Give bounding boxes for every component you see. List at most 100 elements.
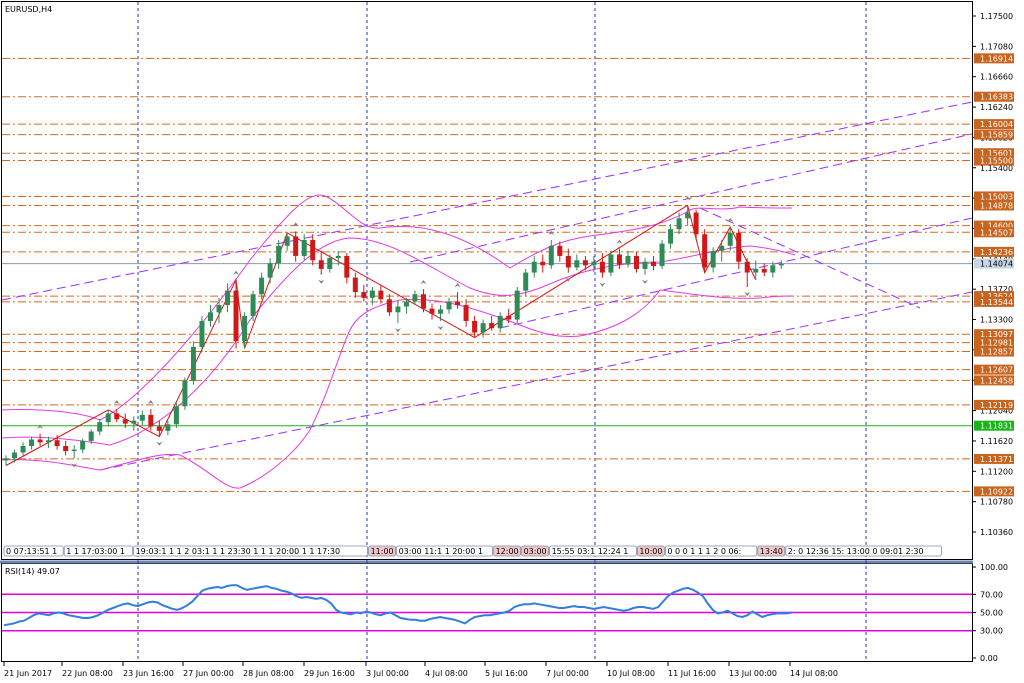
price-label-box: 1.12607 — [974, 364, 1014, 375]
fractal-down-arrow — [642, 279, 648, 284]
candle-body — [131, 420, 137, 424]
candle-body — [37, 439, 43, 443]
price-label-box: 1.15859 — [974, 129, 1014, 140]
price-label-text: 1.14878 — [980, 201, 1013, 210]
price-label-text: 1.14507 — [980, 228, 1013, 237]
trend-channel-lines[interactable] — [1, 101, 973, 471]
candle-body — [633, 255, 639, 269]
time-strip-tag — [665, 545, 758, 557]
candle-body — [693, 212, 699, 235]
price-label-text: 1.13544 — [980, 298, 1013, 307]
price-tick-label: 1.17080 — [980, 42, 1013, 51]
candle-body — [651, 261, 657, 267]
candle-body — [582, 260, 588, 266]
price-tick-label: 1.12040 — [980, 407, 1013, 416]
price-label-box: 1.14236 — [974, 246, 1014, 257]
candle-body — [472, 320, 478, 333]
candle-body — [318, 260, 324, 269]
candle-body — [403, 301, 409, 307]
horizontal-levels[interactable] — [2, 57, 972, 492]
candle-body — [12, 452, 18, 459]
price-label-background — [974, 420, 1014, 431]
price-label-box: 1.13097 — [974, 329, 1014, 340]
bollinger-bands — [1, 194, 796, 489]
candle-body — [744, 261, 750, 273]
fractal-down-arrow — [437, 325, 444, 330]
candle-body — [574, 260, 580, 268]
price-label-background — [974, 291, 1014, 302]
time-tick-label: 4 Jul 08:00 — [425, 669, 468, 678]
price-tick-label: 1.16240 — [980, 103, 1013, 112]
rsi-tick-label: 70.00 — [980, 590, 1003, 599]
candle-body — [80, 440, 86, 450]
candle-body — [250, 294, 256, 316]
candle-body — [463, 305, 469, 321]
price-label-background — [974, 246, 1014, 257]
channel-line[interactable] — [99, 291, 973, 471]
fractal-up-arrow — [454, 283, 461, 288]
fractal-up-arrow — [113, 400, 120, 405]
candle-body — [301, 240, 307, 256]
price-label-box: 1.15003 — [974, 191, 1014, 202]
price-label-background — [974, 337, 1014, 348]
channel-line[interactable] — [1, 101, 973, 301]
price-label-text: 1.14236 — [980, 248, 1013, 257]
time-tick-label: 29 Jun 16:00 — [304, 669, 355, 678]
price-label-text: 1.13624 — [980, 292, 1013, 301]
candle-body — [557, 245, 563, 256]
price-label-box: 1.16914 — [974, 53, 1014, 64]
time-strip-tag — [521, 545, 549, 557]
time-axis[interactable]: 21 Jun 2017 22 Jun 08:00 23 Jun 16:00 27 Ju… — [3, 662, 838, 678]
candle-body — [225, 290, 231, 306]
price-label-background — [974, 220, 1014, 231]
price-label-background — [974, 148, 1014, 159]
time-strip-tag — [757, 545, 786, 557]
time-tick-label: 14 Jul 08:00 — [790, 669, 838, 678]
price-label-text: 1.14074 — [980, 260, 1013, 269]
time-tick-label: 5 Jul 16:00 — [485, 669, 528, 678]
fractal-up-arrow — [548, 231, 555, 236]
time-strip-tag — [396, 545, 494, 557]
candle-body — [565, 255, 571, 268]
candle-body — [284, 236, 290, 246]
candle-body — [412, 294, 418, 302]
time-tick-label: 28 Jun 08:00 — [243, 669, 294, 678]
price-label-background — [974, 364, 1014, 375]
price-label-text: 1.12607 — [980, 366, 1013, 375]
symbol-title: EURUSD,H4 — [5, 5, 52, 14]
candle-body — [310, 240, 316, 261]
candle-body — [778, 263, 784, 266]
channel-line[interactable] — [699, 207, 921, 309]
price-label-background — [974, 399, 1014, 410]
time-strip-tag — [785, 545, 942, 557]
candle-body — [20, 446, 26, 453]
time-tick-label: 11 Jul 16:00 — [668, 669, 716, 678]
candle-body — [122, 419, 128, 424]
price-label-box: 1.10922 — [974, 486, 1014, 497]
candle-body — [659, 243, 665, 267]
candle-body — [455, 301, 461, 306]
channel-line[interactable] — [409, 133, 973, 263]
candle-body — [599, 261, 605, 273]
candle-body — [531, 261, 537, 273]
candle-body — [761, 268, 767, 273]
channel-line[interactable] — [499, 217, 973, 329]
price-label-box: 1.16383 — [974, 91, 1014, 102]
candle-body — [63, 446, 69, 452]
candle-body — [429, 308, 435, 314]
price-label-text: 1.12857 — [980, 348, 1013, 357]
price-tick-label: 1.13300 — [980, 316, 1013, 325]
vertical-period-separators — [137, 2, 867, 661]
price-tick-label: 1.11200 — [980, 467, 1013, 476]
price-label-background — [974, 91, 1014, 102]
price-label-text: 1.10922 — [980, 487, 1013, 496]
rsi-axis[interactable]: 100.00 70.00 50.00 30.00 0.00 — [972, 563, 1008, 663]
candle-body — [29, 439, 35, 446]
time-tick-label: 27 Jun 00:00 — [183, 669, 234, 678]
time-tick-label: 10 Jul 08:00 — [607, 669, 655, 678]
candle-body — [352, 277, 358, 293]
time-tick-label: 21 Jun 2017 — [4, 669, 52, 678]
candle-body — [148, 414, 154, 427]
time-tick-label: 7 Jul 00:00 — [546, 669, 589, 678]
